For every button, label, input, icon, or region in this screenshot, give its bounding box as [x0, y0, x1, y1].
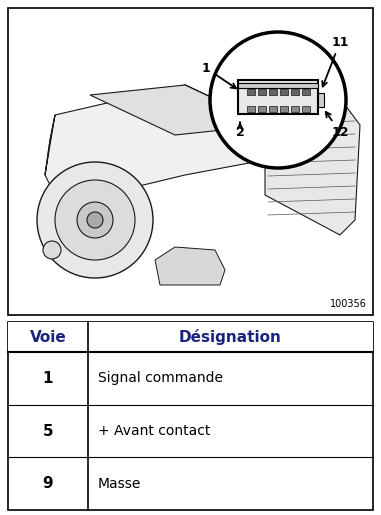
Bar — [8, 322, 373, 510]
Text: Désignation: Désignation — [179, 329, 282, 345]
Bar — [269, 106, 277, 112]
Bar — [8, 8, 373, 315]
Polygon shape — [155, 247, 225, 285]
Bar — [280, 106, 288, 112]
Bar — [258, 89, 266, 95]
Bar — [290, 89, 298, 95]
Text: Masse: Masse — [98, 477, 141, 491]
Text: 1: 1 — [43, 371, 53, 386]
Text: 5: 5 — [43, 423, 53, 438]
Bar — [318, 93, 324, 107]
Text: 12: 12 — [326, 112, 349, 139]
Text: + Avant contact: + Avant contact — [98, 424, 210, 438]
Circle shape — [55, 180, 135, 260]
Bar — [258, 106, 266, 112]
Circle shape — [43, 241, 61, 259]
Bar — [290, 106, 298, 112]
Bar — [247, 106, 255, 112]
Circle shape — [37, 162, 153, 278]
Bar — [228, 105, 250, 133]
Bar — [280, 89, 288, 95]
Text: 100356: 100356 — [330, 299, 367, 309]
Polygon shape — [90, 85, 270, 135]
Bar — [238, 83, 318, 88]
Circle shape — [77, 202, 113, 238]
Text: 11: 11 — [322, 36, 349, 87]
Circle shape — [87, 212, 103, 228]
Text: 2: 2 — [235, 123, 244, 139]
Circle shape — [210, 32, 346, 168]
Bar — [247, 89, 255, 95]
Polygon shape — [45, 85, 270, 205]
Text: 9: 9 — [43, 476, 53, 491]
Text: Signal commande: Signal commande — [98, 371, 223, 385]
Text: 1: 1 — [202, 61, 236, 88]
Bar — [301, 89, 309, 95]
Bar — [301, 106, 309, 112]
Bar — [238, 80, 318, 114]
Polygon shape — [185, 85, 360, 235]
Bar — [8, 322, 373, 352]
Polygon shape — [45, 115, 55, 175]
Text: Voie: Voie — [30, 330, 66, 345]
Bar — [269, 89, 277, 95]
